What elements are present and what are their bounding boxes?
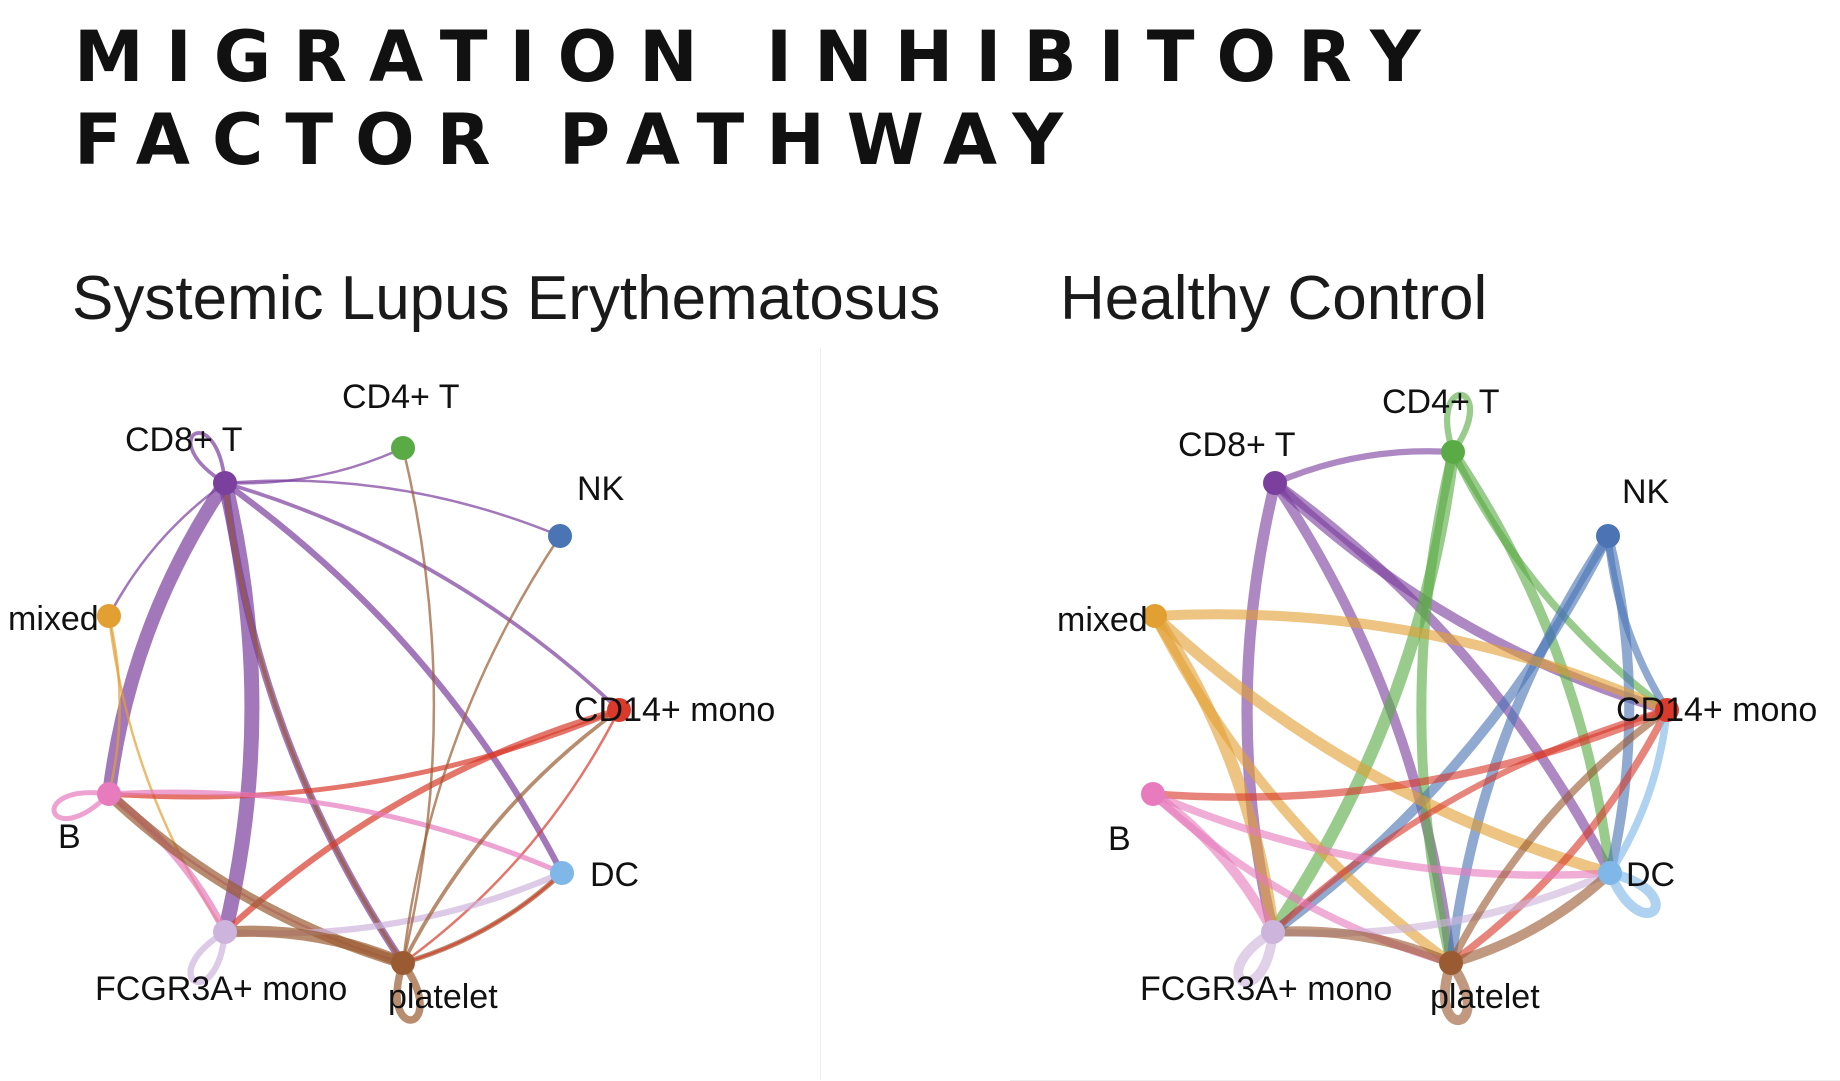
- sle-node-cd4: [391, 436, 415, 460]
- sle-node-label-b: B: [58, 818, 81, 856]
- hc-edge-mixed-to-plt: [1150, 611, 1456, 968]
- hc-node-label-nk: NK: [1622, 473, 1670, 511]
- hc-edge-cd8-to-cd14: [1270, 478, 1672, 715]
- sle-node-cd14: [607, 698, 631, 722]
- hc-edge-dc-to-dc: [1605, 868, 1661, 918]
- hc-node-label-cd14: CD14+ mono: [1616, 691, 1817, 729]
- hc-node-label-fcgr: FCGR3A+ mono: [1140, 970, 1392, 1008]
- hc-edge-plt-to-dc: [1446, 868, 1615, 968]
- sle-node-label-nk: NK: [577, 470, 625, 508]
- sle-edge-cd8-to-plt: [223, 481, 405, 965]
- sle-edge-fcgr-to-fcgr: [187, 928, 229, 986]
- hc-edge-mixed-to-cd14: [1150, 609, 1672, 715]
- sle-edge-cd8-to-b: [102, 476, 232, 801]
- sle-edge-cd8-to-nk: [223, 479, 562, 538]
- hc-edge-cd8-to-cd4: [1271, 448, 1457, 487]
- sle-edge-cd8-to-dc: [221, 479, 566, 877]
- slide-title-line-2: FACTOR PATHWAY: [74, 99, 1086, 181]
- sle-network-graph: CD8+ T CD4+ T NK mixed CD14+ mono B DC FCGR3A+ …: [8, 378, 775, 1024]
- sle-node-dc: [550, 861, 574, 885]
- sle-node-nk: [548, 524, 572, 548]
- hc-edge-fcgr-to-fcgr: [1233, 927, 1278, 987]
- hc-edge-nk-to-plt: [1446, 531, 1613, 968]
- sle-node-fcgr: [213, 920, 237, 944]
- hc-edge-plt-to-cd14: [1447, 706, 1671, 967]
- hc-node-label-dc: DC: [1626, 856, 1675, 894]
- healthy-control-network-panel: CD8+ T CD4+ T NK mixed CD14+ mono B DC FCGR3A+ …: [1010, 348, 1840, 1081]
- sle-edge-cd8-to-cd8: [188, 431, 227, 485]
- hc-edge-plt-to-fcgr: [1268, 926, 1456, 968]
- slide-title-line-1: MIGRATION INHIBITORY: [74, 16, 1443, 98]
- hc-edge-nk-to-cd14: [1604, 532, 1671, 714]
- healthy-control-network-graph: CD8+ T CD4+ T NK mixed CD14+ mono B DC FCGR3A+ …: [1057, 383, 1817, 1026]
- sle-node-label-fcgr: FCGR3A+ mono: [95, 970, 347, 1008]
- sle-edge-fcgr-to-dc: [221, 869, 566, 937]
- sle-edge-cd8-to-cd4: [223, 446, 405, 485]
- sle-edge-mixed-to-b: [107, 614, 121, 796]
- sle-node-plt: [391, 951, 415, 975]
- hc-node-b: [1141, 782, 1165, 806]
- hc-node-nk: [1596, 524, 1620, 548]
- sle-network-panel: CD8+ T CD4+ T NK mixed CD14+ mono B DC FCGR3A+ …: [0, 348, 821, 1080]
- sle-node-label-cd14: CD14+ mono: [574, 691, 775, 729]
- sle-edge-cd14-to-b: [106, 707, 622, 800]
- hc-edge-cd14-to-fcgr: [1269, 706, 1671, 936]
- sle-edge-plt-to-nk: [401, 534, 562, 965]
- hc-edges: [1148, 391, 1672, 1026]
- hc-node-label-plt: platelet: [1430, 978, 1540, 1016]
- sle-node-label-mixed: mixed: [8, 600, 99, 638]
- hc-node-cd8: [1263, 471, 1287, 495]
- sle-edge-dc-to-plt: [401, 871, 564, 965]
- hc-edge-cd4-to-plt: [1416, 447, 1458, 968]
- hc-node-label-mixed: mixed: [1057, 601, 1148, 639]
- hc-node-label-b: B: [1108, 820, 1131, 858]
- hc-edge-b-to-dc: [1149, 790, 1614, 879]
- sle-edge-cd14-to-fcgr: [221, 706, 623, 936]
- sle-panel-title: Systemic Lupus Erythematosus: [72, 264, 941, 333]
- sle-edge-cd8-to-cd14: [223, 481, 621, 712]
- sle-edge-plt-to-cd4: [401, 446, 436, 965]
- hc-node-cd14: [1655, 698, 1679, 722]
- sle-node-label-cd4: CD4+ T: [342, 378, 459, 416]
- hc-node-label-cd8: CD8+ T: [1178, 426, 1295, 464]
- hc-node-cd4: [1441, 440, 1465, 464]
- hc-node-mixed: [1143, 604, 1167, 628]
- hc-edge-dc-to-cd14: [1606, 706, 1671, 877]
- sle-edge-b-to-b: [51, 790, 112, 822]
- sle-edge-cd8-to-mixed: [107, 481, 227, 618]
- sle-edge-plt-to-plt: [393, 959, 424, 1024]
- sle-node-label-dc: DC: [590, 856, 639, 894]
- hc-node-fcgr: [1261, 920, 1285, 944]
- sle-node-label-plt: platelet: [388, 978, 498, 1016]
- sle-edge-b-to-plt: [107, 792, 405, 965]
- sle-edge-b-to-dc: [106, 789, 565, 876]
- sle-edges: [51, 431, 623, 1024]
- hc-edge-cd4-to-cd4: [1444, 391, 1474, 456]
- hc-edge-cd8-to-dc: [1270, 478, 1615, 878]
- hc-edge-mixed-to-dc: [1149, 610, 1616, 879]
- sle-edge-cd14-to-plt: [401, 708, 621, 965]
- sle-edge-b-to-plt: [103, 788, 409, 969]
- hc-nodes: CD8+ T CD4+ T NK mixed CD14+ mono B DC FCGR3A+ …: [1057, 383, 1817, 1016]
- sle-edge-plt-to-fcgr: [219, 925, 409, 969]
- healthy-control-panel-title: Healthy Control: [1060, 264, 1488, 333]
- hc-node-dc: [1598, 861, 1622, 885]
- hc-edge-plt-to-plt: [1440, 958, 1473, 1026]
- hc-node-label-cd4: CD4+ T: [1382, 383, 1499, 421]
- sle-node-cd8: [213, 471, 237, 495]
- hc-edge-cd14-to-plt: [1447, 706, 1671, 967]
- sle-edge-plt-to-cd14: [401, 708, 621, 965]
- hc-node-plt: [1439, 951, 1463, 975]
- hc-edge-cd14-to-b: [1149, 706, 1671, 801]
- sle-edge-mixed-to-fcgr: [107, 614, 227, 934]
- sle-node-b: [97, 782, 121, 806]
- sle-node-mixed: [97, 604, 121, 628]
- sle-nodes: CD8+ T CD4+ T NK mixed CD14+ mono B DC FCGR3A+ …: [8, 378, 775, 1016]
- sle-node-label-cd8: CD8+ T: [125, 421, 242, 459]
